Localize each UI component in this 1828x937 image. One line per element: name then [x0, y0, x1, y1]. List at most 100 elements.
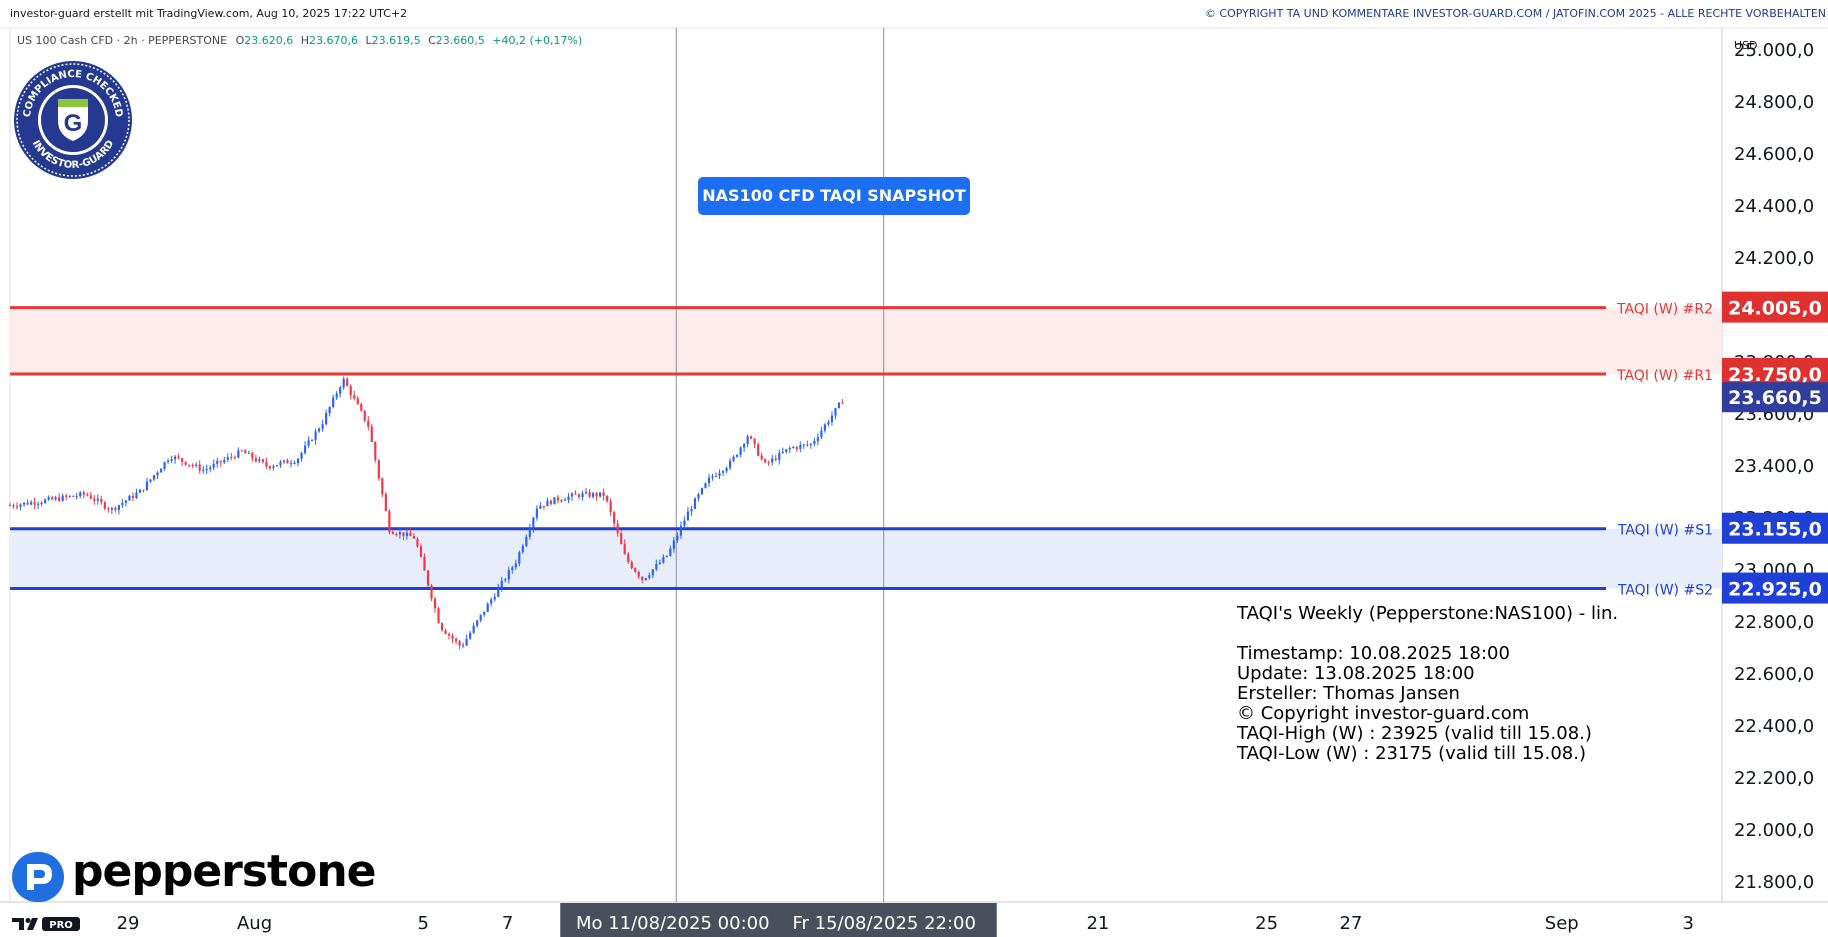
candle-body	[8, 505, 12, 507]
low-label: L	[365, 34, 372, 47]
candle-body	[188, 464, 191, 466]
candle-body	[665, 555, 668, 557]
pepperstone-icon	[12, 852, 64, 902]
candle-body	[258, 459, 261, 462]
candle-body	[79, 492, 82, 497]
y-tick-label: 22.600,0	[1734, 664, 1814, 685]
candle-body	[61, 495, 64, 501]
candle-body	[296, 458, 300, 463]
candle-body	[86, 494, 89, 496]
candle-body	[237, 450, 240, 458]
candle-body	[553, 497, 556, 505]
candle-body	[518, 552, 521, 564]
candle-body	[613, 512, 616, 524]
y-tick-label: 22.800,0	[1734, 612, 1814, 633]
candle-body	[648, 575, 651, 579]
created-by-text: investor-guard erstellt mit TradingView.…	[10, 7, 408, 20]
candle-body	[771, 458, 774, 463]
candle-body	[240, 450, 243, 452]
candle-body	[33, 502, 36, 505]
candle-body	[191, 465, 194, 467]
candle-body	[704, 483, 707, 488]
candle-body	[609, 501, 612, 513]
candle-body	[707, 477, 711, 484]
candle-body	[806, 444, 809, 446]
level-label: TAQI (W) #R1	[1616, 368, 1713, 384]
info-update: Update: 13.08.2025 18:00	[1237, 663, 1475, 684]
info-box: TAQI's Weekly (Pepperstone:NAS100) - lin…	[1237, 604, 1618, 764]
candle-body	[138, 489, 142, 493]
candle-body	[233, 457, 236, 459]
x-tick-label: 5	[418, 913, 429, 934]
candle-body	[679, 525, 682, 536]
crosshair-time-box-2	[771, 903, 997, 937]
candle-body	[388, 511, 391, 533]
symbol-name[interactable]: US 100 Cash CFD · 2h · PEPPERSTONE	[17, 34, 228, 47]
candle-body	[152, 475, 156, 480]
candle-body	[693, 498, 697, 509]
tradingview-logo[interactable]: PRO	[12, 916, 82, 932]
candle-body	[247, 452, 250, 454]
symbol-legend[interactable]: US 100 Cash CFD · 2h · PEPPERSTONE O23.6…	[17, 34, 582, 47]
info-author: Ersteller: Thomas Jansen	[1237, 683, 1460, 704]
candle-body	[714, 475, 718, 477]
candle-body	[637, 571, 640, 577]
snapshot-label[interactable]: NAS100 CFD TAQI SNAPSHOT	[698, 177, 970, 215]
crosshair-time-label-1: Mo 11/08/2025 00:00	[576, 913, 770, 934]
candle-body	[662, 556, 665, 563]
candle-body	[690, 508, 693, 512]
candle-body	[177, 456, 180, 459]
candle-body	[560, 500, 563, 502]
crosshair-time-label-2: Fr 15/08/2025 22:00	[792, 913, 976, 934]
candle-body	[261, 459, 264, 462]
candle-body	[816, 437, 819, 441]
x-tick-label: 7	[502, 913, 513, 934]
candle-body	[760, 455, 763, 460]
candle-body	[528, 528, 531, 537]
candle-body	[37, 503, 40, 505]
candle-body	[131, 495, 135, 498]
candle-body	[275, 465, 279, 467]
candle-body	[827, 422, 830, 425]
candle-body	[342, 378, 345, 388]
candle-body	[318, 428, 321, 432]
candle-body	[402, 532, 405, 537]
candle-body	[416, 538, 419, 547]
candle-body	[181, 458, 184, 462]
candle-body	[728, 460, 732, 468]
candle-body	[837, 402, 841, 408]
candle-body	[799, 445, 802, 449]
candle-body	[205, 469, 208, 471]
candle-body	[307, 440, 310, 446]
y-tick-label: 24.200,0	[1734, 248, 1814, 269]
level-price-tag	[1722, 291, 1828, 323]
candle-body	[145, 481, 149, 491]
candle-body	[121, 502, 124, 506]
candle-body	[788, 447, 791, 450]
open-value: 23.620,6	[244, 34, 294, 47]
candle-body	[384, 494, 387, 512]
x-tick-label: Sep	[1545, 913, 1579, 934]
candle-body	[511, 567, 514, 571]
candle-body	[577, 494, 581, 498]
candle-body	[655, 564, 658, 570]
candle-body	[325, 413, 328, 425]
candle-body	[721, 471, 725, 474]
candle-body	[405, 532, 409, 537]
candle-body	[504, 579, 507, 581]
candle-body	[254, 458, 257, 462]
candle-body	[746, 436, 749, 445]
candle-body	[764, 459, 767, 463]
candle-body	[363, 410, 366, 421]
info-taqi-low: TAQI-Low (W) : 23175 (valid till 15.08.)	[1237, 743, 1586, 764]
candle-body	[767, 462, 770, 464]
x-tick-label: 21	[1086, 913, 1109, 934]
candle-body	[823, 424, 827, 431]
candle-body	[40, 502, 43, 504]
candle-body	[272, 466, 275, 469]
candle-body	[795, 447, 798, 449]
candle-body	[472, 625, 475, 633]
candle-body	[219, 460, 222, 463]
candle-body	[455, 638, 458, 642]
